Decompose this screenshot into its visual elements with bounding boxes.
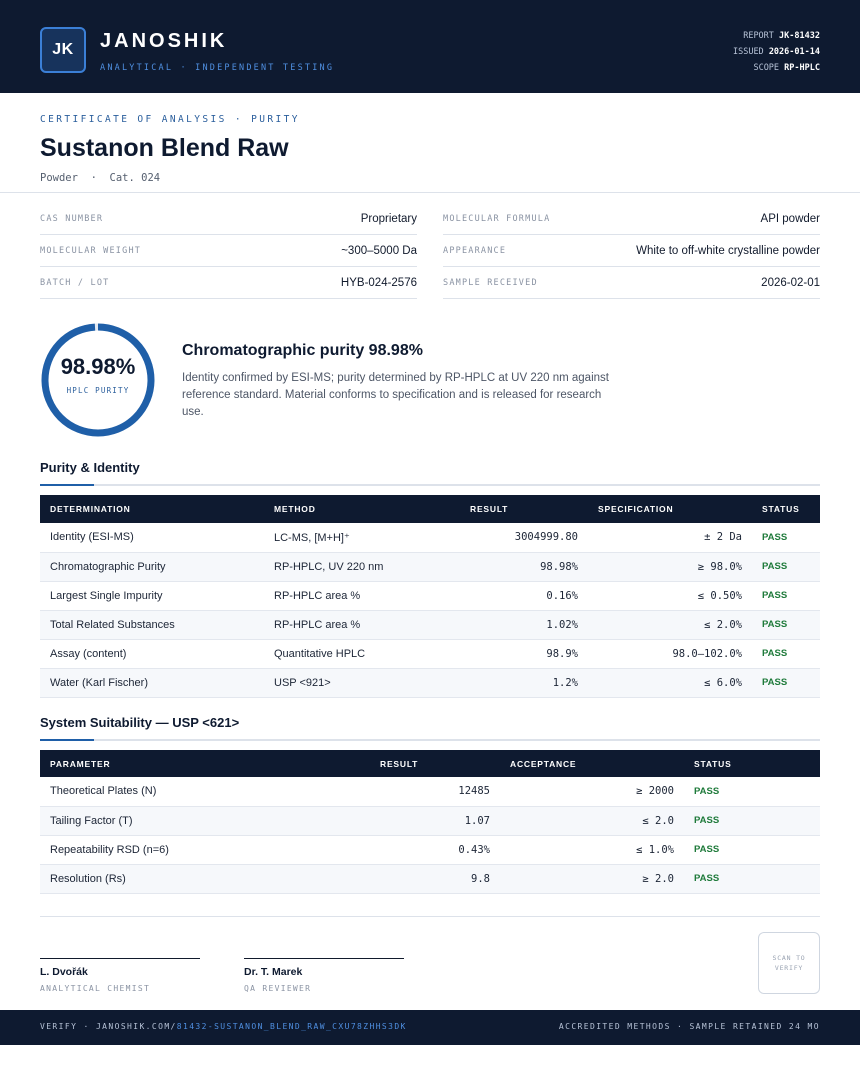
brand-name: JANOSHIK (100, 30, 228, 52)
table-row: Total Related Substances RP-HPLC area % … (40, 610, 820, 640)
status-badge: PASS (752, 639, 820, 669)
gauge-arc (41, 323, 155, 437)
page-subtitle: Powder · Cat. 024 (40, 172, 161, 184)
signature-role-chemist: ANALYTICAL CHEMIST (40, 984, 151, 993)
col-method: METHOD (274, 504, 316, 514)
gauge-value: 98.98% (60, 354, 136, 379)
signature-line (244, 958, 404, 959)
status-badge: PASS (752, 523, 820, 553)
status-badge: PASS (684, 864, 820, 894)
document-kicker: CERTIFICATE OF ANALYSIS · PURITY (40, 114, 300, 125)
summary-text: Identity confirmed by ESI-MS; purity det… (182, 372, 609, 418)
col-result: RESULT (380, 758, 419, 769)
system-suitability-table: PARAMETER RESULT ACCEPTANCE STATUS Theor… (40, 750, 820, 894)
summary-title: Chromatographic purity 98.98% (182, 342, 423, 359)
info-appearance: APPEARANCE White to off-white crystallin… (443, 235, 820, 267)
verify-qr-code[interactable]: SCAN TO VERIFY (758, 932, 820, 994)
table-row: Resolution (Rs) 9.8 ≥ 2.0 PASS (40, 864, 820, 894)
info-cas-number: CAS NUMBER Proprietary (40, 203, 417, 235)
info-sample-received: SAMPLE RECEIVED 2026-02-01 (443, 267, 820, 299)
info-molecular-weight: MOLECULAR WEIGHT ~300–5000 Da (40, 235, 417, 267)
brand-tagline: ANALYTICAL · INDEPENDENT TESTING (100, 63, 335, 73)
signature-role-reviewer: QA REVIEWER (244, 984, 312, 993)
meta-scope: SCOPE RP-HPLC (753, 63, 820, 73)
table-row: Identity (ESI-MS) LC-MS, [M+H]⁺ 3004999.… (40, 523, 820, 553)
verify-line: VERIFY · JANOSHIK.COM/81432-SUSTANON_BLE… (40, 1022, 407, 1031)
info-molecular-formula: MOLECULAR FORMULA API powder (443, 203, 820, 235)
meta-issued: ISSUED 2026-01-14 (732, 47, 820, 57)
table-row: Assay (content) Quantitative HPLC 98.9% … (40, 639, 820, 669)
report-header: JK JANOSHIK ANALYTICAL · INDEPENDENT TES… (0, 0, 860, 93)
status-badge: PASS (684, 777, 820, 807)
page-title: Sustanon Blend Raw (40, 134, 289, 162)
report-footer: VERIFY · JANOSHIK.COM/81432-SUSTANON_BLE… (0, 1010, 860, 1045)
footer-note: ACCREDITED METHODS · SAMPLE RETAINED 24 … (558, 1022, 820, 1031)
logo: JK (40, 27, 86, 73)
gauge-label: HPLC PURITY (66, 386, 130, 395)
purity-gauge (41, 323, 155, 437)
col-specification: SPECIFICATION (598, 504, 674, 514)
status-badge: PASS (684, 835, 820, 865)
col-result: RESULT (470, 504, 509, 514)
col-status: STATUS (694, 758, 732, 769)
signature-name-chemist: L. Dvořák (40, 966, 88, 978)
signature-name-reviewer: Dr. T. Marek (244, 966, 303, 978)
col-acceptance: ACCEPTANCE (510, 758, 577, 769)
col-determination: DETERMINATION (50, 504, 131, 514)
purity-identity-table: DETERMINATION METHOD RESULT SPECIFICATIO… (40, 495, 820, 698)
verify-link[interactable]: 81432-SUSTANON_BLEND_RAW_CXU78ZHHS3DK (176, 1022, 407, 1031)
meta-report: REPORT JK-81432 (743, 31, 820, 41)
table-row: Largest Single Impurity RP-HPLC area % 0… (40, 581, 820, 611)
section-title-suitability: System Suitability — USP <621> (40, 715, 240, 730)
table-row: Tailing Factor (T) 1.07 ≤ 2.0 PASS (40, 806, 820, 836)
table-header-row: DETERMINATION METHOD RESULT SPECIFICATIO… (40, 495, 820, 523)
status-badge: PASS (752, 668, 820, 698)
section-rule-accent (40, 484, 94, 486)
status-badge: PASS (752, 552, 820, 582)
section-rule-accent (40, 739, 94, 741)
section-title-purity: Purity & Identity (40, 460, 140, 475)
signature-line (40, 958, 200, 959)
col-status: STATUS (762, 504, 800, 514)
divider (40, 916, 820, 917)
table-row: Repeatability RSD (n=6) 0.43% ≤ 1.0% PAS… (40, 835, 820, 865)
status-badge: PASS (752, 581, 820, 611)
table-row: Chromatographic Purity RP-HPLC, UV 220 n… (40, 552, 820, 582)
divider (0, 192, 860, 193)
section-rule (40, 484, 820, 486)
status-badge: PASS (684, 806, 820, 836)
status-badge: PASS (752, 610, 820, 640)
table-header-row: PARAMETER RESULT ACCEPTANCE STATUS (40, 750, 820, 777)
report-meta: REPORT JK-81432 ISSUED 2026-01-14 SCOPE … (733, 28, 820, 76)
col-parameter: PARAMETER (50, 758, 111, 769)
table-row: Water (Karl Fischer) USP <921> 1.2% ≤ 6.… (40, 668, 820, 698)
section-rule (40, 739, 820, 741)
info-batch-lot: BATCH / LOT HYB-024-2576 (40, 267, 417, 299)
table-row: Theoretical Plates (N) 12485 ≥ 2000 PASS (40, 777, 820, 807)
